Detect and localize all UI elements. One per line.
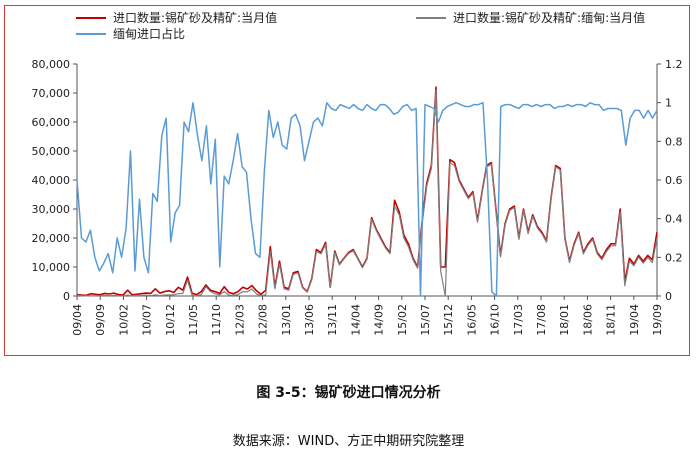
right-tick-label: 0.8: [665, 135, 683, 148]
left-tick-label: 80,000: [32, 58, 71, 71]
left-tick-label: 10,000: [32, 261, 71, 274]
x-tick-label: 15/12: [442, 304, 455, 336]
x-tick-label: 11/10: [210, 304, 223, 336]
left-tick-label: 20,000: [32, 232, 71, 245]
right-tick-label: 0: [665, 290, 672, 303]
x-tick-label: 10/12: [164, 304, 177, 336]
x-tick-label: 11/05: [187, 304, 200, 336]
x-tick-label: 19/04: [628, 304, 641, 336]
right-tick-label: 0.4: [665, 213, 683, 226]
x-tick-label: 19/09: [651, 304, 664, 336]
x-tick-label: 16/05: [465, 304, 478, 336]
x-tick-label: 15/02: [396, 304, 409, 336]
left-tick-label: 60,000: [32, 116, 71, 129]
left-tick-label: 30,000: [32, 203, 71, 216]
chart-svg: 0 10,000 20,000 30,000 40,000 50,000 60,000 70,…: [32, 10, 683, 336]
left-tick-label: 50,000: [32, 145, 71, 158]
x-tick-label: 14/04: [349, 304, 362, 336]
x-tick-label: 18/01: [558, 304, 571, 336]
right-tick-label: 1.2: [665, 58, 683, 71]
legend-label-3: 缅甸进口占比: [113, 26, 185, 41]
x-tick-label: 09/09: [94, 304, 107, 336]
x-tick-label: 12/03: [233, 304, 246, 336]
figure-caption: 图 3-5：锡矿砂进口情况分析: [256, 385, 441, 401]
x-tick-label: 18/06: [581, 304, 594, 336]
x-tick-label: 13/01: [280, 304, 293, 336]
series-line-3: [76, 101, 658, 297]
chart-frame: [4, 5, 690, 356]
left-tick-label: 70,000: [32, 87, 71, 100]
left-tick-label: 0: [63, 290, 70, 303]
x-tick-label: 14/09: [373, 304, 386, 336]
x-tick-label: 10/07: [141, 304, 154, 336]
x-tick-label: 13/11: [326, 304, 339, 336]
source-note: 数据来源：WIND、方正中期研究院整理: [232, 434, 465, 449]
right-tick-label: 0.6: [665, 174, 683, 187]
x-tick-label: 10/02: [117, 304, 130, 336]
right-tick-label: 0.2: [665, 251, 683, 264]
x-tick-label: 16/10: [489, 304, 502, 336]
x-tick-label: 13/06: [303, 304, 316, 336]
right-tick-label: 1: [665, 97, 672, 110]
x-tick-label: 17/03: [512, 304, 525, 336]
x-tick-label: 09/04: [71, 304, 84, 336]
x-tick-label: 15/07: [419, 304, 432, 336]
x-tick-label: 12/08: [257, 304, 270, 336]
legend-label-1: 进口数量:锡矿砂及精矿:当月值: [113, 10, 277, 25]
x-tick-label: 18/11: [605, 304, 618, 336]
series-line-2: [76, 89, 658, 297]
x-tick-label: 17/08: [535, 304, 548, 336]
left-tick-label: 40,000: [32, 174, 71, 187]
legend-label-2: 进口数量:锡矿砂及精矿:缅甸:当月值: [453, 10, 645, 25]
series-line-1: [76, 86, 658, 297]
